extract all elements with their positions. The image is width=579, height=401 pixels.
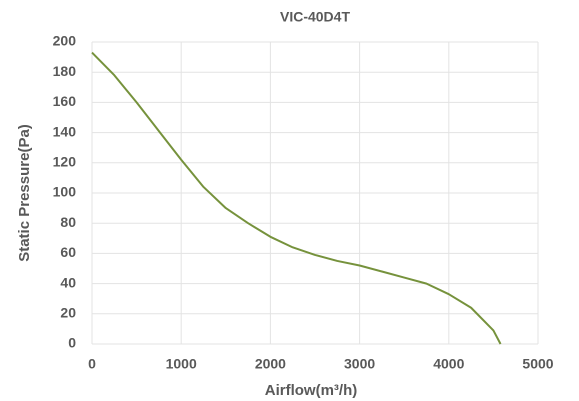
chart: VIC-40D4T Airflow(m³/h) Static Pressure(… (0, 0, 579, 401)
chart-title: VIC-40D4T (280, 9, 350, 25)
x-tick-label: 1000 (166, 356, 197, 372)
x-tick-label: 3000 (344, 356, 375, 372)
page: VIC-40D4T Airflow(m³/h) Static Pressure(… (0, 0, 579, 401)
data-line (92, 53, 501, 344)
y-tick-label: 60 (60, 244, 76, 260)
x-tick-label: 5000 (522, 356, 553, 372)
y-tick-label: 200 (53, 33, 77, 49)
y-tick-label: 160 (53, 93, 77, 109)
y-tick-label: 120 (53, 154, 77, 170)
x-axis-label: Airflow(m³/h) (265, 382, 357, 399)
y-tick-label: 0 (68, 335, 76, 351)
y-tick-label: 140 (53, 123, 77, 139)
y-axis-label: Static Pressure(Pa) (16, 124, 33, 262)
y-tick-label: 40 (60, 274, 76, 290)
y-tick-label: 100 (53, 184, 77, 200)
x-tick-label: 0 (88, 356, 96, 372)
x-tick-label: 4000 (433, 356, 464, 372)
x-tick-label: 2000 (255, 356, 286, 372)
y-tick-label: 180 (53, 63, 77, 79)
y-tick-label: 80 (60, 214, 76, 230)
y-tick-label: 20 (60, 305, 76, 321)
